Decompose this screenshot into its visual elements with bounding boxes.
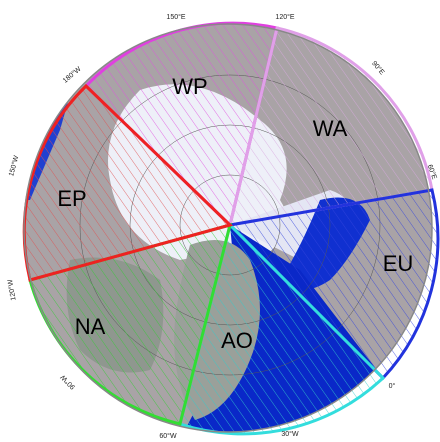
map-rim	[23, 23, 433, 433]
longitude-label: 90°W	[59, 373, 77, 391]
region-label: AO	[221, 328, 253, 353]
longitude-label: 150°W	[7, 154, 20, 177]
region-label: WA	[313, 116, 348, 141]
longitude-label: 120°W	[6, 279, 18, 302]
region-eu	[226, 188, 440, 381]
longitude-label: 60°W	[159, 432, 177, 440]
region-label: NA	[75, 314, 106, 339]
longitude-label: 150°E	[166, 13, 185, 21]
longitude-label: 30°W	[281, 430, 299, 438]
region-label: EP	[57, 186, 86, 211]
longitude-label: 90°E	[370, 59, 386, 76]
longitude-label: 0°	[389, 382, 396, 390]
longitude-label: 120°E	[275, 13, 294, 21]
region-label: EU	[383, 251, 414, 276]
region-ao	[178, 222, 386, 436]
longitude-label: 180°W	[61, 65, 83, 85]
region-wa	[228, 26, 434, 227]
region-label: WP	[172, 74, 207, 99]
